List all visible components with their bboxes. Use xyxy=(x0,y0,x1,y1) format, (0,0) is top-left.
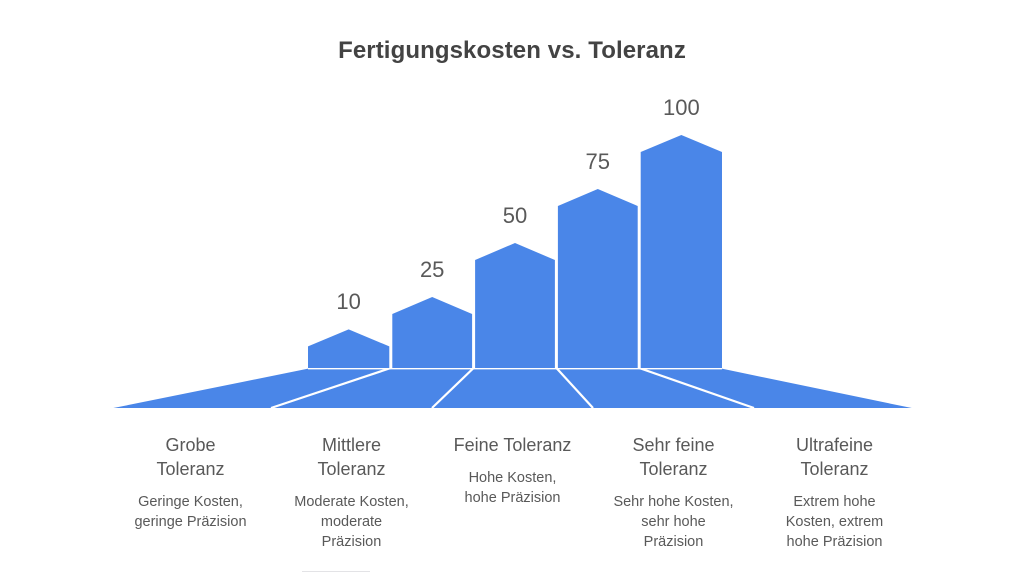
category-description-grobe: Geringe Kosten, geringe Präzision xyxy=(134,493,247,530)
bar-grobe[interactable] xyxy=(308,329,390,368)
bars-group xyxy=(308,135,722,368)
value-label-grobe: 10 xyxy=(336,289,361,315)
bar-feine[interactable] xyxy=(475,243,555,368)
category-title-ultrafeine: Ultrafeine Toleranz xyxy=(795,435,874,479)
bottom-divider xyxy=(302,571,370,572)
category-block-grobe: Grobe Toleranz Geringe Kosten, geringe Präz… xyxy=(106,434,276,532)
category-title-mittlere: Mittlere Toleranz xyxy=(317,435,386,479)
category-description-sehr-feine: Sehr hohe Kosten, sehr hohe Präzision xyxy=(613,493,734,550)
value-label-mittlere: 25 xyxy=(419,257,445,282)
category-title-feine: Feine Toleranz xyxy=(453,435,572,455)
category-block-mittlere: Mittlere Toleranz Moderate Kosten, moderate… xyxy=(267,434,437,552)
category-title-sehr-feine: Sehr feine Toleranz xyxy=(632,435,715,479)
category-description-feine: Hohe Kosten, hohe Präzision xyxy=(464,469,561,506)
value-label-feine: 50 xyxy=(502,203,528,228)
category-description-mittlere: Moderate Kosten, moderate Präzision xyxy=(294,493,409,550)
category-description-ultrafeine: Extrem hohe Kosten, extrem hohe Präzision xyxy=(785,493,884,550)
page-title: Fertigungskosten vs. Toleranz xyxy=(338,37,686,64)
category-block-feine: Feine Toleranz Hohe Kosten, hohe Präzision xyxy=(428,434,598,508)
bar-mittlere[interactable] xyxy=(392,297,473,368)
category-block-sehr-feine: Sehr feine Toleranz Sehr hohe Kosten, sehr … xyxy=(589,434,759,552)
value-label-sehr-feine: 75 xyxy=(585,149,611,174)
category-block-ultrafeine: Ultrafeine Toleranz Extrem hohe Kosten, ext… xyxy=(750,434,920,552)
value-label-ultrafeine: 100 xyxy=(662,95,700,120)
perspective-floor xyxy=(109,366,916,410)
bar-ultrafeine[interactable] xyxy=(640,135,722,368)
category-title-grobe: Grobe Toleranz xyxy=(156,435,225,479)
bar-sehr-feine[interactable] xyxy=(557,189,638,368)
